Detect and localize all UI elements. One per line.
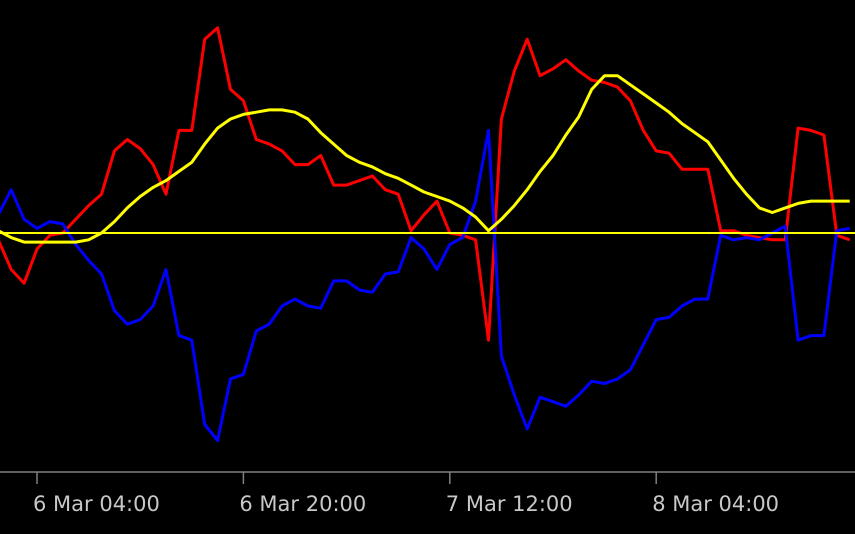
- x-tick-label: 6 Mar 20:00: [239, 492, 366, 516]
- series-line: [0, 26, 851, 342]
- x-tick-label: 8 Mar 04:00: [652, 492, 779, 516]
- x-tick-label: 7 Mar 12:00: [446, 492, 573, 516]
- series-line: [0, 128, 850, 442]
- x-tick-label: 6 Mar 04:00: [33, 492, 160, 516]
- series-line: [0, 74, 850, 244]
